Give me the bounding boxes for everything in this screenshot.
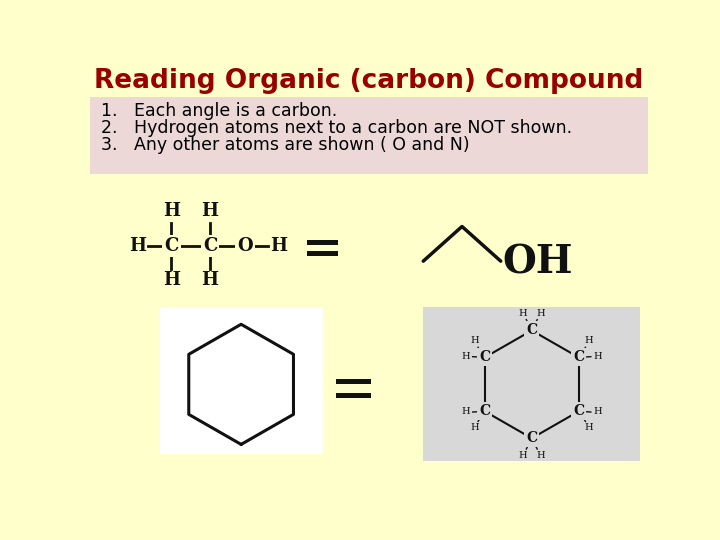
Text: O: O (237, 237, 253, 255)
Text: C: C (480, 350, 490, 365)
Text: C: C (573, 350, 585, 365)
Bar (336, 379, 371, 384)
Bar (160, 307, 323, 454)
Text: C: C (526, 431, 537, 446)
Text: H: H (470, 336, 479, 346)
Text: H: H (271, 237, 287, 255)
Text: 1.   Each angle is a carbon.: 1. Each angle is a carbon. (101, 102, 337, 120)
Text: H: H (202, 271, 219, 289)
Text: C: C (203, 237, 217, 255)
Text: H: H (461, 407, 469, 416)
Text: OH: OH (503, 244, 573, 282)
Bar (307, 251, 338, 256)
Bar (423, 307, 640, 461)
Text: H: H (536, 309, 545, 318)
Text: C: C (480, 404, 490, 418)
Text: C: C (526, 323, 537, 338)
Bar (336, 393, 371, 398)
Text: H: H (585, 336, 593, 346)
Text: H: H (585, 423, 593, 433)
Text: H: H (470, 423, 479, 433)
Text: H: H (518, 309, 527, 318)
Text: H: H (129, 237, 145, 255)
Bar (90, 97, 648, 174)
Bar (307, 240, 338, 245)
Text: H: H (163, 202, 180, 220)
Text: 3.   Any other atoms are shown ( O and N): 3. Any other atoms are shown ( O and N) (101, 136, 469, 154)
Text: H: H (461, 353, 469, 361)
Text: Reading Organic (carbon) Compound: Reading Organic (carbon) Compound (94, 68, 644, 94)
Text: C: C (573, 404, 585, 418)
Bar (90, 65, 648, 97)
Text: H: H (536, 451, 545, 460)
Text: H: H (594, 353, 603, 361)
Text: H: H (202, 202, 219, 220)
Text: H: H (518, 451, 527, 460)
Text: 2.   Hydrogen atoms next to a carbon are NOT shown.: 2. Hydrogen atoms next to a carbon are N… (101, 119, 572, 137)
Text: H: H (594, 407, 603, 416)
Text: H: H (163, 271, 180, 289)
Text: C: C (164, 237, 179, 255)
